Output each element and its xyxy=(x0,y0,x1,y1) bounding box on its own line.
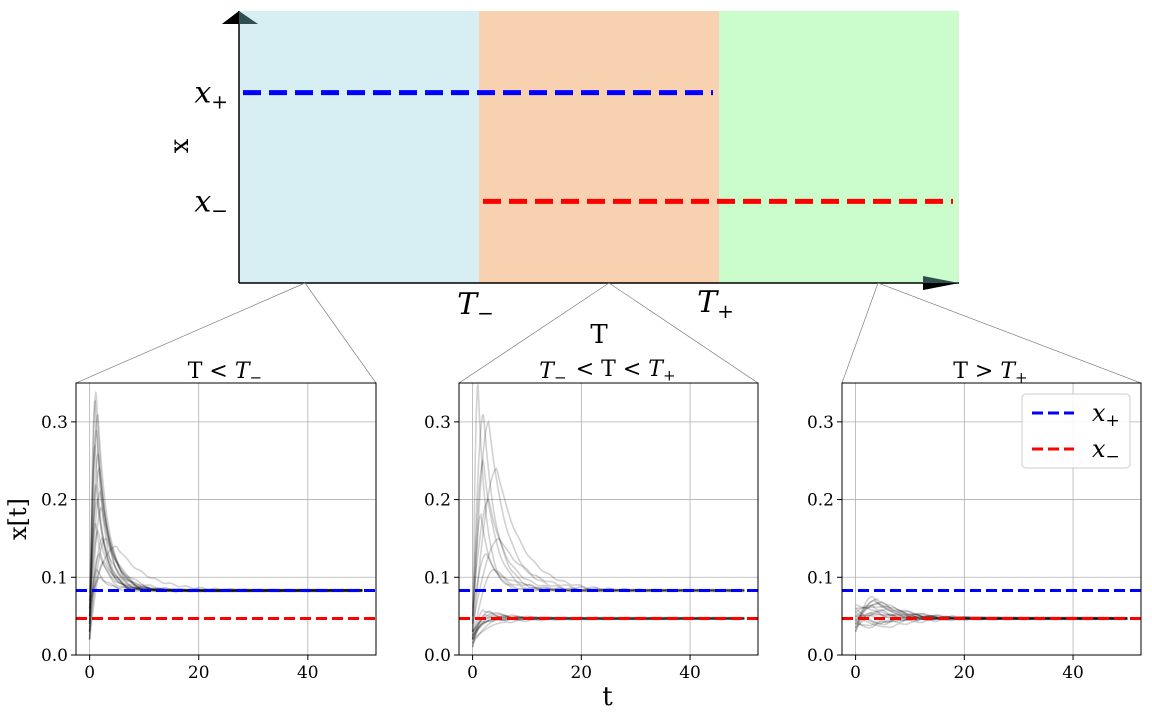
y-tick-label: 0.0 xyxy=(807,646,834,666)
connector-line xyxy=(608,282,759,384)
y-tick-label: 0.1 xyxy=(424,568,451,588)
y-tick-label: 0.3 xyxy=(424,413,451,433)
y-tick-label: 0.1 xyxy=(807,568,834,588)
subplot-title: T > T+ xyxy=(953,357,1030,387)
connector-line xyxy=(458,282,610,384)
x-tick-label: 40 xyxy=(297,663,319,683)
x-axis-label: T xyxy=(590,320,608,350)
region-low xyxy=(239,11,479,283)
y-tick-label: 0.2 xyxy=(424,491,451,511)
x-tick-label: 20 xyxy=(953,663,975,683)
subplot-low-temperature: 0 20 40 0.0 0.1 0.2 0.3 T < T− x[t] xyxy=(4,357,377,683)
x-tick-label: 0 xyxy=(467,663,478,683)
x-axis-arrowhead-shade xyxy=(923,283,959,290)
legend-label-x-plus: x+ xyxy=(1092,397,1122,431)
y-axis-label: x xyxy=(165,138,195,153)
x-tick-label: 0 xyxy=(850,663,861,683)
region-high xyxy=(719,11,959,283)
x-tick-label: 0 xyxy=(84,663,95,683)
y-tick-label: 0.1 xyxy=(41,568,68,588)
region-mid xyxy=(479,11,719,283)
subplot-title: T < T− xyxy=(188,357,265,387)
x-tick-label: 40 xyxy=(1062,663,1084,683)
connector-line xyxy=(877,282,1142,384)
y-tick-label: 0.0 xyxy=(41,646,68,666)
subplot-high-temperature: 0 20 40 0.0 0.1 0.2 0.3 T > T+ x+ x− xyxy=(807,357,1142,683)
x-tick-label: 20 xyxy=(570,663,592,683)
y-axis-label: x[t] xyxy=(4,498,32,540)
legend-label-x-minus: x− xyxy=(1092,433,1122,467)
plot-frame xyxy=(841,382,1142,656)
y-tick-label: 0.0 xyxy=(424,646,451,666)
connector-line xyxy=(841,282,879,384)
plot-area xyxy=(76,383,376,655)
y-tick-label: 0.3 xyxy=(807,413,834,433)
tick-label-t-plus: T+ xyxy=(697,282,737,323)
connector-line xyxy=(75,282,306,384)
zoom-connectors xyxy=(75,282,1142,384)
subplot-mid-temperature: 0 20 40 0.0 0.1 0.2 0.3 T− < T < T+ t xyxy=(424,355,759,712)
plot-frame xyxy=(75,382,377,656)
x-axis-label: t xyxy=(602,682,613,712)
subplot-title: T− < T < T+ xyxy=(539,355,677,387)
plot-frame xyxy=(458,382,759,656)
y-tick-label: 0.2 xyxy=(807,491,834,511)
x-tick-label: 20 xyxy=(188,663,210,683)
phase-diagram: T− T+ x+ x− Tx xyxy=(165,11,959,350)
tick-label-x-plus: x+ xyxy=(194,73,231,114)
x-tick-label: 40 xyxy=(679,663,701,683)
plot-area xyxy=(459,383,758,655)
connector-line xyxy=(304,282,377,384)
tick-label-t-minus: T− xyxy=(457,284,497,325)
y-tick-label: 0.3 xyxy=(41,413,68,433)
tick-label-x-minus: x− xyxy=(194,181,231,222)
y-axis-arrowhead-shade xyxy=(222,11,239,24)
y-tick-label: 0.2 xyxy=(41,491,68,511)
